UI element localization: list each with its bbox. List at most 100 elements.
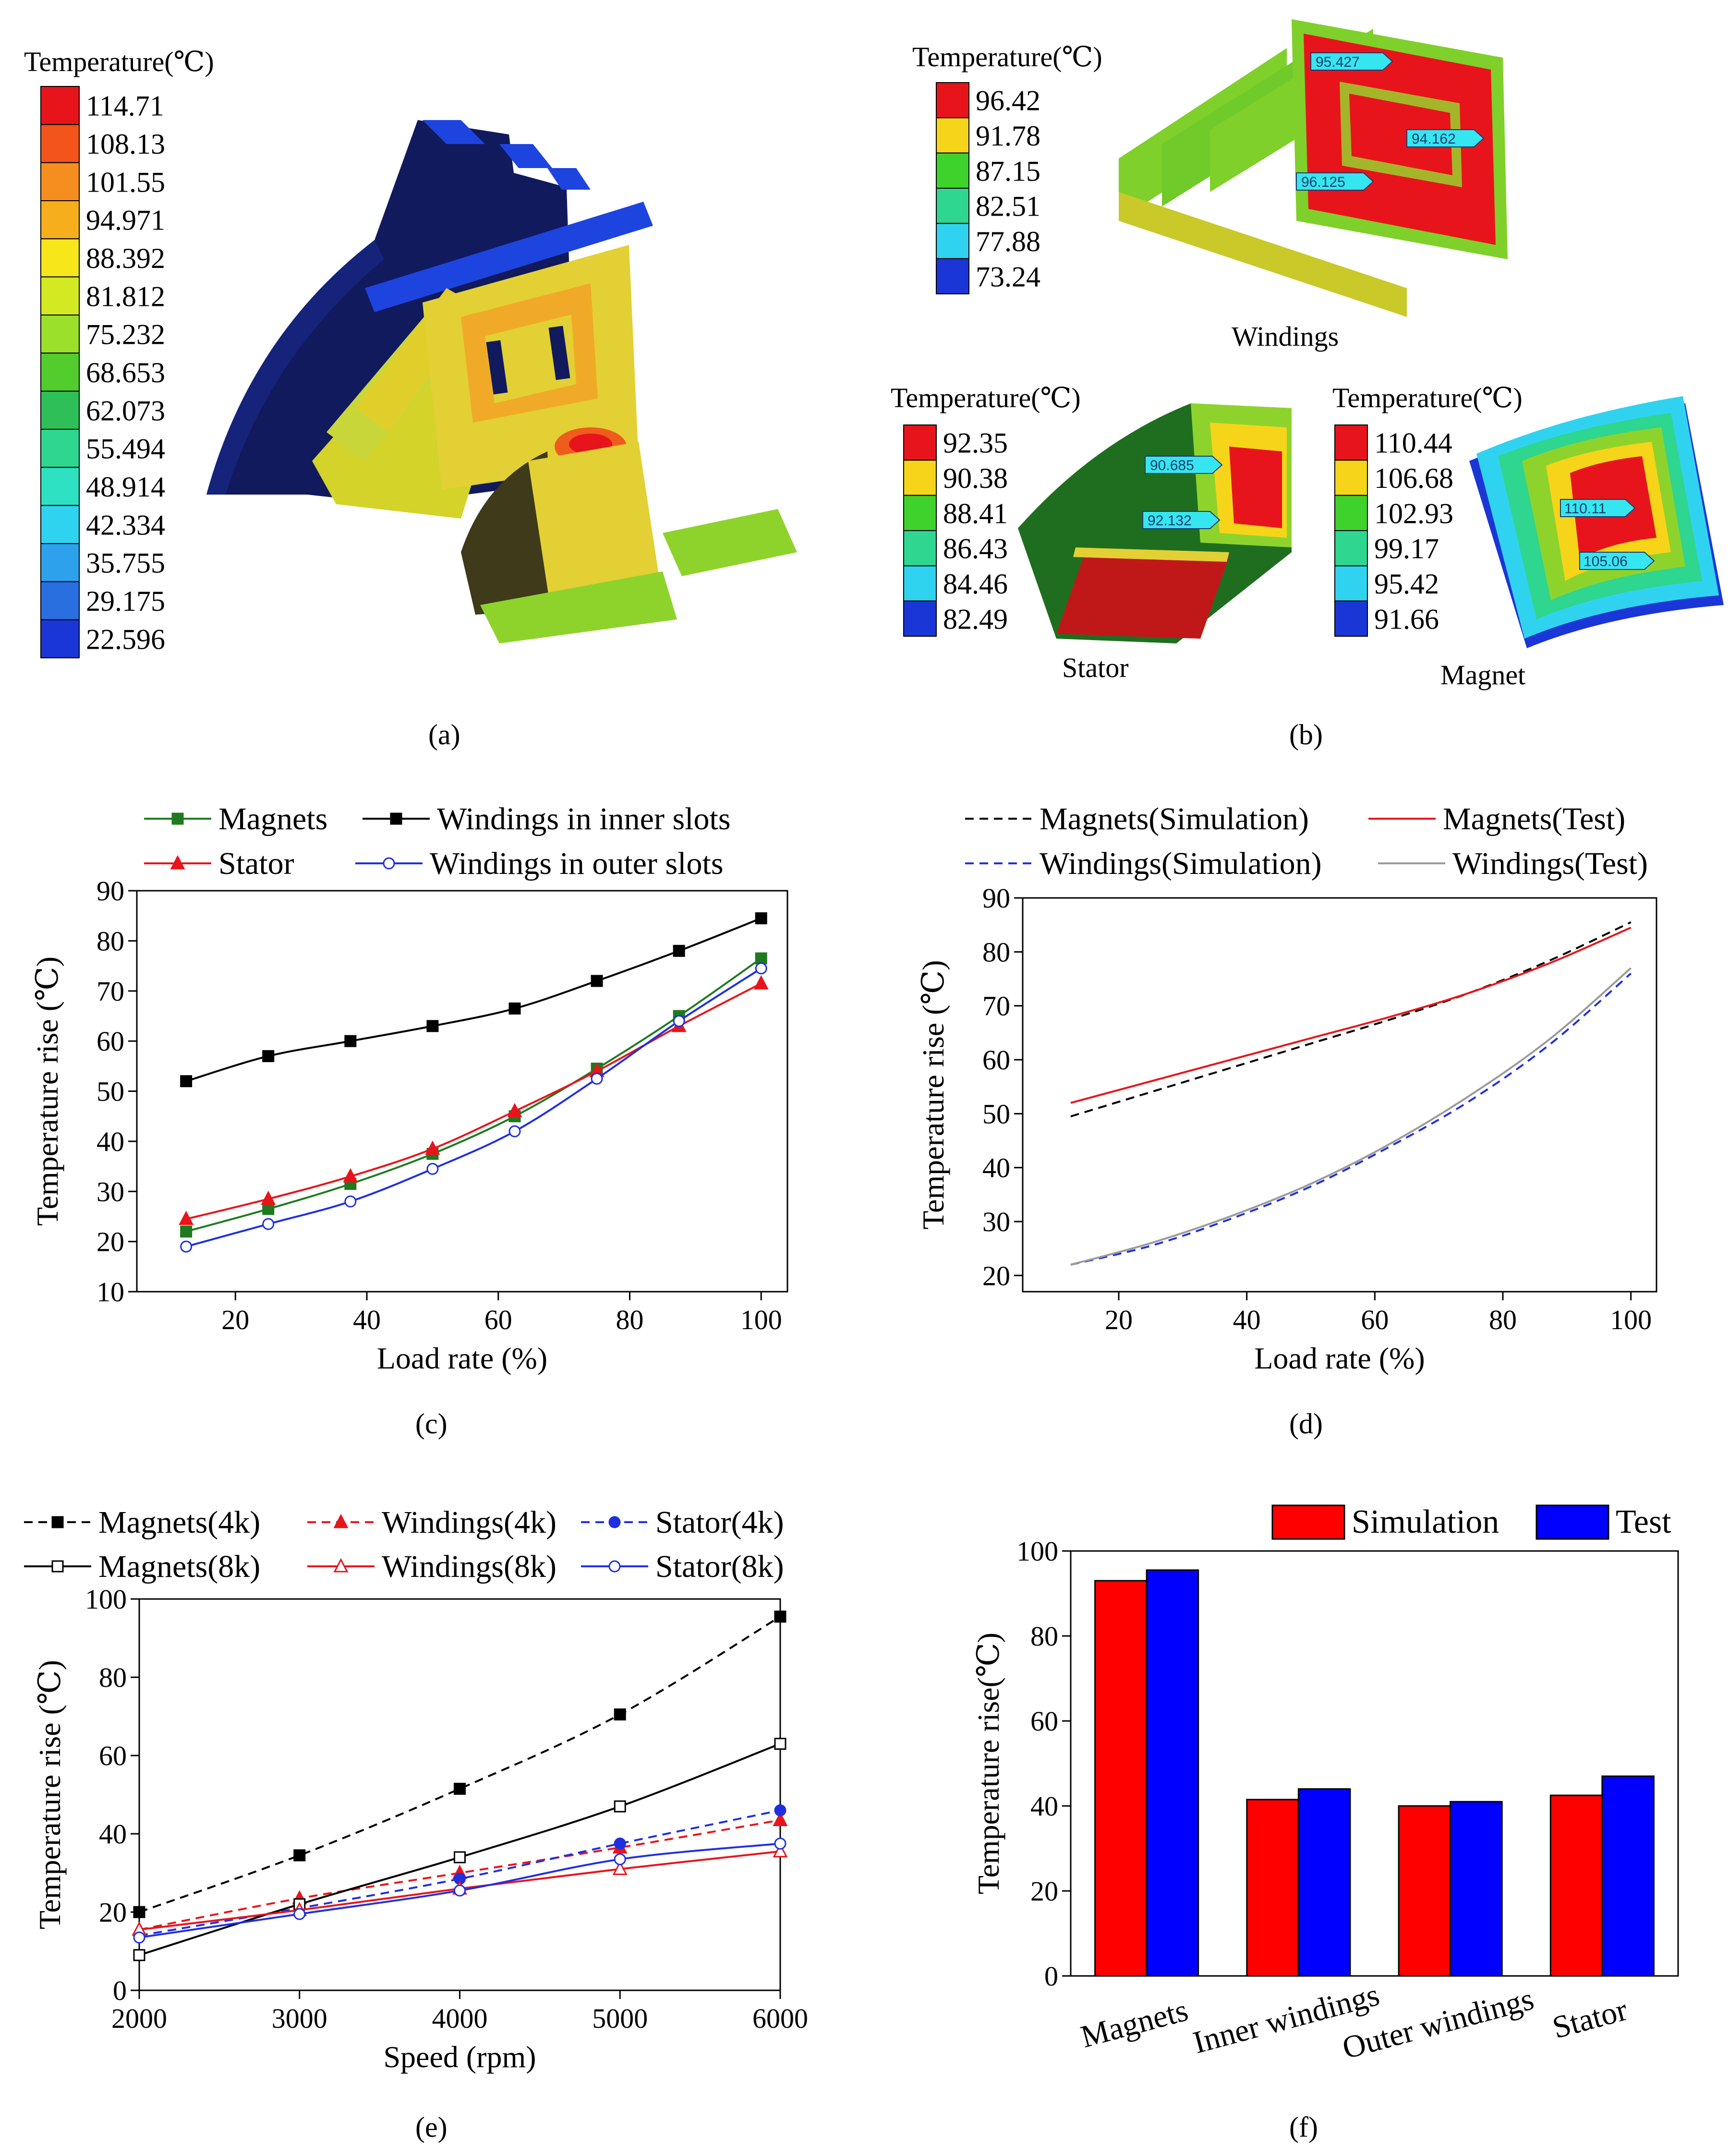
legend-value: 82.49 [943, 603, 1008, 635]
legend-value: 102.93 [1374, 497, 1453, 529]
data-point [390, 812, 402, 825]
legend-swatch [40, 162, 80, 201]
data-point [753, 975, 769, 990]
legend-value: 86.43 [943, 533, 1008, 565]
data-point [261, 1190, 276, 1205]
y-tick-label: 40 [982, 1152, 1010, 1184]
x-tick-label: 80 [616, 1304, 644, 1335]
legend-swatch [40, 315, 80, 354]
x-tick-label: 40 [1233, 1304, 1261, 1335]
legend-swatch [40, 581, 80, 620]
data-point [774, 1611, 786, 1623]
x-tick-label: 100 [740, 1304, 782, 1335]
data-point [614, 1837, 626, 1850]
data-point [262, 1218, 275, 1230]
x-category-label: Magnets [1077, 1993, 1191, 2055]
y-tick-label: 80 [97, 925, 124, 957]
chart-c: 10 20 30 40 50 60 70 80 90 20 40 60 80 100 Load rate (… [30, 801, 788, 1375]
probe-tag [1560, 499, 1636, 517]
legend-swatch [936, 152, 969, 189]
y-tick-label: 40 [97, 1126, 124, 1157]
legend-value: 91.78 [976, 120, 1040, 152]
panel-d-tag: (d) [1289, 1408, 1323, 1440]
series-line [186, 968, 762, 1248]
legend-swatch [936, 258, 969, 295]
legend-label: Stator(8k) [655, 1549, 784, 1584]
yoke-bar-3 [547, 168, 591, 190]
legend-label: Windings(8k) [382, 1549, 556, 1584]
legend-value: 96.42 [976, 85, 1040, 117]
legend-value: 88.392 [86, 242, 165, 274]
data-point [774, 1837, 786, 1850]
data-point [755, 912, 767, 924]
y-tick-label: 0 [1044, 1961, 1058, 1992]
legend-label: Magnets [218, 801, 327, 836]
bar [1246, 1799, 1299, 1977]
legend-label: Windings(Test) [1452, 846, 1648, 881]
probe-value: 92.132 [1148, 513, 1192, 529]
y-tick-label: 60 [97, 1026, 124, 1057]
y-tick-label: 70 [982, 991, 1010, 1022]
plot-frame [1070, 1550, 1679, 1977]
stator-slot-band [1073, 547, 1229, 562]
bar [1601, 1775, 1655, 1977]
legend-swatch [40, 543, 80, 582]
stator-label: Stator [1062, 652, 1129, 683]
data-point [454, 1851, 466, 1864]
legend-swatch [40, 467, 80, 506]
legend-value: 94.971 [86, 205, 165, 236]
legend-swatch [1334, 565, 1368, 602]
bar [1094, 1580, 1148, 1977]
series-line [186, 917, 762, 1082]
data-point [773, 1812, 788, 1826]
x-tick-label: 4000 [432, 2003, 488, 2034]
legend-swatch [936, 117, 969, 154]
legend-value: 68.653 [86, 357, 165, 388]
legend-value: 62.073 [86, 395, 165, 426]
y-tick-label: 80 [982, 936, 1010, 968]
magnet-probes: 110.11 105.06 [1560, 499, 1655, 570]
data-point [180, 1240, 193, 1253]
y-tick-label: 60 [982, 1044, 1010, 1076]
data-point [608, 1516, 621, 1528]
probe-value: 95.427 [1316, 54, 1360, 70]
legend-swatch [40, 390, 80, 430]
chart-d: 20 30 40 50 60 70 80 90 20 40 60 80 100 Load rate (%)… [916, 801, 1657, 1375]
x-tick-label: 80 [1489, 1304, 1517, 1335]
y-tick-label: 0 [113, 1975, 127, 2006]
coil-slot-right [548, 326, 570, 380]
data-point [333, 1514, 349, 1528]
data-point [673, 945, 685, 957]
data-point [614, 1708, 626, 1720]
probe-value: 90.685 [1150, 458, 1194, 473]
x-axis-label: Load rate (%) [1254, 1341, 1425, 1375]
y-tick-label: 50 [982, 1098, 1010, 1129]
legend-value: 35.755 [86, 547, 165, 579]
data-point [383, 857, 395, 870]
x-tick-label: 3000 [272, 2003, 327, 2034]
windings-probes: 95.427 94.162 96.125 [1296, 52, 1485, 191]
series-line [186, 957, 762, 1233]
data-point [170, 855, 185, 870]
legend-value: 42.334 [86, 509, 165, 541]
legend-a-title: Temperature(℃) [24, 46, 214, 77]
legend-value: 29.175 [86, 585, 165, 617]
legend-value: 92.35 [943, 427, 1008, 459]
legend-value: 101.55 [86, 166, 165, 198]
legend-swatch [1271, 1504, 1345, 1540]
legend-swatch [40, 619, 80, 658]
y-tick-label: 30 [97, 1176, 124, 1207]
data-point [508, 1125, 521, 1138]
windings-model [1119, 19, 1508, 317]
y-tick-label: 20 [97, 1226, 124, 1258]
series-line [1070, 921, 1632, 1117]
legend-swatch [40, 238, 80, 278]
data-point [591, 1072, 603, 1085]
legend-stator-title: Temperature(℃) [891, 382, 1081, 413]
probe-value: 96.125 [1301, 174, 1345, 190]
legend-label: Windings(Simulation) [1040, 846, 1322, 881]
stator-yoke-edge [206, 240, 384, 495]
probe-value: 105.06 [1584, 554, 1628, 569]
